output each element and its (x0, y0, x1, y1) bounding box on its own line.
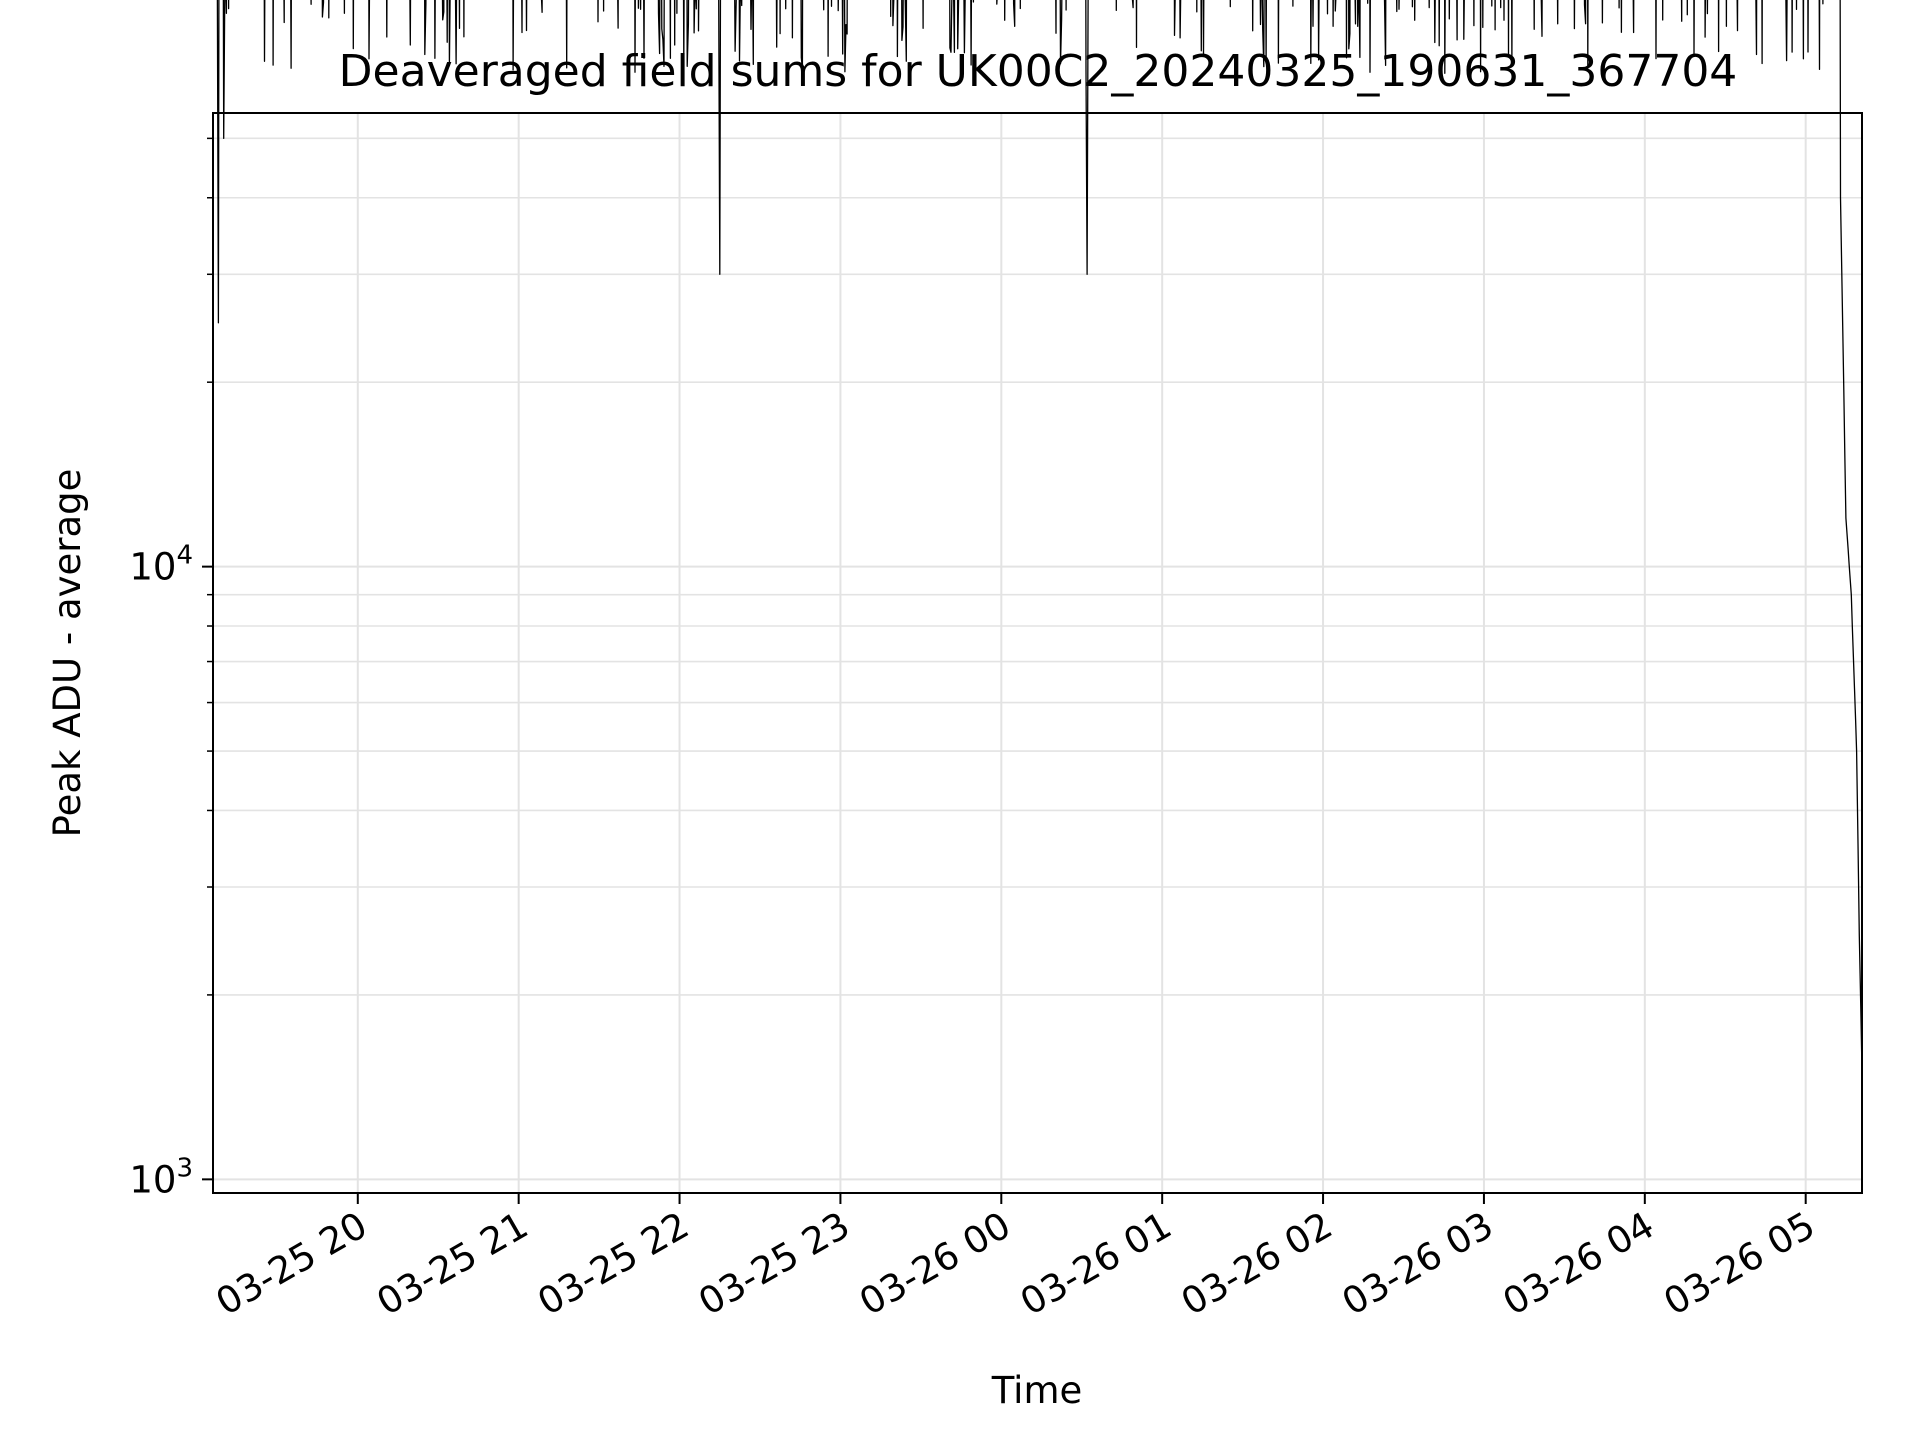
grid (213, 113, 1862, 1193)
y-tick-base: 10 (129, 546, 176, 589)
y-tick-label: 104 (129, 541, 193, 589)
y-axis: 103104105106 (129, 137, 213, 1201)
y-tick-exponent: 4 (176, 541, 193, 571)
y-axis-label: Peak ADU - average (46, 469, 89, 838)
y-tick-label: 103 (129, 1153, 193, 1201)
chart-title: Deaveraged field sums for UK00C2_2024032… (339, 46, 1738, 97)
y-tick-base: 10 (129, 1158, 176, 1201)
y-tick-exponent: 3 (176, 1153, 193, 1183)
x-axis-label: Time (991, 1369, 1083, 1412)
plot-frame (212, 112, 1863, 1194)
